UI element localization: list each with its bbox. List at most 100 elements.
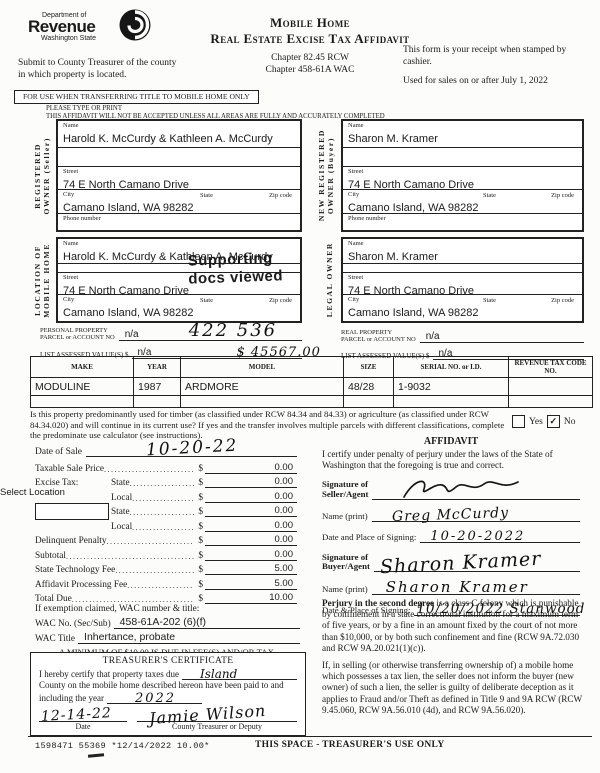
seller-name-row[interactable]: Name Harold K. McCurdy & Kathleen A. McC…: [63, 122, 273, 145]
excise-state-field[interactable]: 0.00: [205, 476, 297, 489]
taxes-due-county-field[interactable]: Island: [181, 667, 297, 681]
chapter-wac: Chapter 458-61A WAC: [265, 65, 355, 75]
legal-name2-row[interactable]: [343, 263, 582, 272]
select-location-dropdown[interactable]: Select Location: [0, 487, 65, 498]
make-cell[interactable]: MODULINE: [30, 377, 134, 396]
buyer-date-place-row: Date & Place of Signing: 10/20/2022 Stan…: [322, 600, 586, 617]
wac-title-field[interactable]: Inhertance, probate: [78, 630, 300, 644]
paid-year-field[interactable]: 2022: [106, 691, 202, 705]
wac-number-field[interactable]: 458-61A-202 (6)(f): [113, 615, 300, 629]
seller-name-value[interactable]: Harold K. McCurdy & Kathleen A. McCurdy: [63, 133, 273, 145]
exemption-intro: If exemption claimed, WAC number & title…: [35, 604, 200, 614]
logo-dept-text: Department of: [42, 12, 87, 19]
tax-code-cell[interactable]: [508, 377, 593, 396]
treasurer-date-col: 12-14-22 Date: [39, 705, 127, 731]
buyer-city-value[interactable]: Camano Island, WA 98282: [348, 202, 479, 214]
table-data-row: MODULINE 1987 ARDMORE 48/28 1-9032: [30, 377, 593, 396]
buyer-street-value[interactable]: 74 E North Camano Drive: [348, 179, 474, 191]
bottom-rule: [28, 736, 592, 737]
exemption-block: If exemption claimed, WAC number & title…: [35, 604, 300, 657]
buyer-name-row[interactable]: Name Sharon M. Kramer: [348, 122, 438, 145]
seller-signature-field[interactable]: [372, 480, 580, 500]
county-handwritten: Island: [199, 667, 238, 681]
buyer-date-place-field[interactable]: 10/20/2022 Stanwood: [414, 601, 584, 617]
excise-local-field[interactable]: 0.00: [205, 491, 297, 503]
fee-row-tech-fee: State Technology Fee$5.00: [35, 561, 297, 576]
logo-revenue-text: Revenue: [28, 17, 96, 36]
receipt-note: This form is your receipt when stamped b…: [403, 45, 567, 67]
treasurer-sig-col: Jamie Wilson County Treasurer or Deputy: [137, 701, 297, 731]
seller-city-value[interactable]: Camano Island, WA 98282: [63, 202, 194, 214]
seller-signature-scribble: [403, 480, 520, 498]
seller-date-place-field[interactable]: 10-20-2022: [420, 528, 580, 544]
parcel-handwritten: 422 536: [188, 320, 278, 341]
location-code-box[interactable]: [35, 503, 109, 520]
seller-section-label: REGISTERED OWNER (Seller): [33, 136, 51, 215]
buyer-name-print-field[interactable]: Sharon Kramer: [371, 578, 580, 596]
legal-name-row[interactable]: Name Sharon M. Kramer: [348, 240, 438, 263]
buyer-phone-row[interactable]: Phone number: [343, 213, 582, 230]
fee-row-penalty: Delinquent Penalty$0.00: [35, 532, 297, 547]
fee-row-excise-local: Local$0.00: [35, 488, 297, 503]
total-due-field[interactable]: 10.00: [205, 592, 297, 605]
buyer-name2-row[interactable]: [343, 147, 582, 166]
seller-phone-row[interactable]: Phone number: [58, 213, 300, 230]
buyer-signature-row: Signature of Buyer/Agent Sharon Kramer: [322, 548, 580, 578]
perjury-paragraph-2: If, in selling (or otherwise transferrin…: [322, 660, 583, 715]
seller-street-row[interactable]: Street 74 E North Camano Drive: [58, 166, 300, 191]
buyer-street-row[interactable]: Street 74 E North Camano Drive: [343, 166, 582, 191]
affidavit-block: AFFIDAVIT I certify under penalty of per…: [322, 436, 586, 617]
location-name-row[interactable]: Name Harold K. McCurdy & Kathleen A. McC…: [63, 240, 273, 263]
real-parcel-field[interactable]: n/a: [419, 329, 584, 343]
delinquent-interest-local-field[interactable]: 0.00: [205, 520, 297, 532]
used-note: Used for sales on or after July 1, 2022: [403, 76, 548, 86]
legal-name-value[interactable]: Sharon M. Kramer: [348, 251, 438, 263]
taxable-sale-price-field[interactable]: 0.00: [205, 462, 297, 474]
scan-mark: [87, 753, 105, 758]
personal-parcel-field[interactable]: n/a 422 536: [118, 320, 302, 341]
delinquent-penalty-field[interactable]: 0.00: [205, 534, 297, 547]
buyer-signature-handwritten: Sharon Kramer: [379, 547, 542, 578]
form-title-line2: Real Estate Excise Tax Affidavit: [210, 31, 410, 46]
date-of-sale-field[interactable]: 10-20-22: [85, 436, 297, 460]
seller-name2-row[interactable]: [58, 147, 300, 166]
fee-row-processing-fee: Affidavit Processing Fee$5.00: [35, 575, 297, 590]
buyer-signature-field[interactable]: Sharon Kramer: [373, 548, 580, 578]
seller-street-value[interactable]: 74 E North Camano Drive: [63, 179, 189, 191]
legal-street-row[interactable]: Street 74 E North Camano Drive: [343, 272, 582, 297]
seller-city-row[interactable]: City Camano Island, WA 98282 State Zip c…: [58, 189, 300, 214]
treasurer-date-field[interactable]: 12-14-22: [39, 705, 127, 725]
location-city-value[interactable]: Camano Island, WA 98282: [63, 307, 194, 319]
legal-city-row[interactable]: City Camano Island, WA 98282 State Zip c…: [343, 294, 582, 321]
legal-city-value[interactable]: Camano Island, WA 98282: [348, 307, 479, 319]
subtotal-field[interactable]: 0.00: [205, 549, 297, 561]
no-checkbox[interactable]: ✓: [546, 415, 560, 428]
size-cell[interactable]: 48/28: [343, 377, 394, 396]
form-title-line1: Mobile Home: [269, 15, 351, 30]
location-city-row[interactable]: City Camano Island, WA 98282 State Zip c…: [58, 294, 300, 321]
buyer-name-value[interactable]: Sharon M. Kramer: [348, 133, 438, 145]
seller-date-place-row: Date and Place of Signing: 10-20-2022: [322, 528, 580, 544]
affidavit-title: AFFIDAVIT: [423, 436, 479, 447]
seller-date-handwritten: 10-20-2022: [430, 528, 526, 544]
seller-name-print-row: Name (print) Greg McCurdy: [322, 505, 580, 525]
date-of-sale-row: Date of Sale 10-20-22: [35, 436, 297, 460]
buyer-city-row[interactable]: City Camano Island, WA 98282 State Zip c…: [343, 189, 582, 214]
fee-row-delinq-local: Local$0.00: [35, 517, 297, 532]
model-cell[interactable]: ARDMORE: [180, 377, 344, 396]
yes-checkbox[interactable]: [512, 415, 525, 428]
treasurer-signature-field[interactable]: Jamie Wilson: [137, 701, 297, 728]
location-name-value[interactable]: Harold K. McCurdy & Kathleen A. McCurdy: [63, 251, 273, 263]
type-or-print-note: PLEASE TYPE OR PRINT: [46, 105, 122, 112]
seller-name-print-field[interactable]: Greg McCurdy: [371, 505, 580, 525]
table-empty-row: [30, 395, 593, 408]
year-cell[interactable]: 1987: [133, 377, 181, 396]
fee-row-total: Total Due$10.00: [35, 590, 297, 605]
location-name2-row[interactable]: [58, 263, 300, 272]
state-technology-fee-field[interactable]: 5.00: [205, 563, 297, 576]
serial-cell[interactable]: 1-9032: [393, 377, 509, 396]
delinquent-interest-state-field[interactable]: 0.00: [205, 505, 297, 518]
treasurer-line2: County on the mobile home described here…: [39, 680, 284, 690]
affidavit-processing-fee-field[interactable]: 5.00: [205, 578, 297, 590]
treasurer-date-handwritten: 12-14-22: [40, 705, 113, 725]
